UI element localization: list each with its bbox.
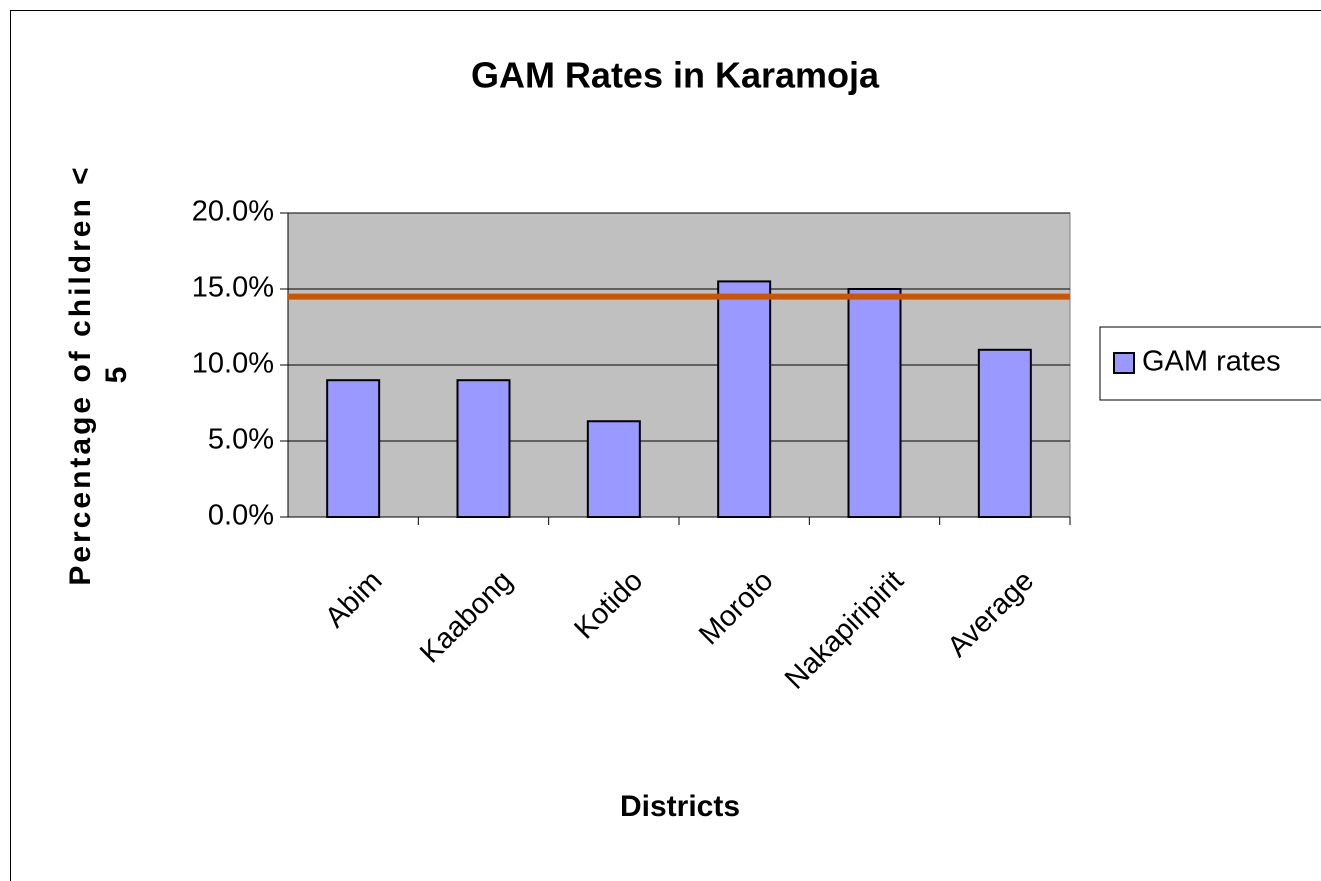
legend-swatch xyxy=(1113,352,1135,374)
bar xyxy=(326,379,381,519)
bar xyxy=(717,280,772,518)
chart-title: GAM Rates in Karamoja xyxy=(471,55,880,96)
bar xyxy=(586,420,641,518)
bar xyxy=(977,348,1032,518)
x-axis-title: Districts xyxy=(620,790,740,823)
y-tick-label: 15.0% xyxy=(192,272,274,304)
y-tick-label: 20.0% xyxy=(192,196,274,228)
bar xyxy=(847,288,902,518)
y-axis-title: Percentage of children < xyxy=(64,164,97,585)
bar xyxy=(456,379,511,519)
y-axis-title: 5 xyxy=(100,367,133,384)
legend-label: GAM rates xyxy=(1142,346,1281,378)
y-tick-label: 0.0% xyxy=(208,500,274,532)
legend-box xyxy=(1099,326,1321,401)
y-tick-label: 5.0% xyxy=(208,424,274,456)
y-tick-label: 10.0% xyxy=(192,348,274,380)
